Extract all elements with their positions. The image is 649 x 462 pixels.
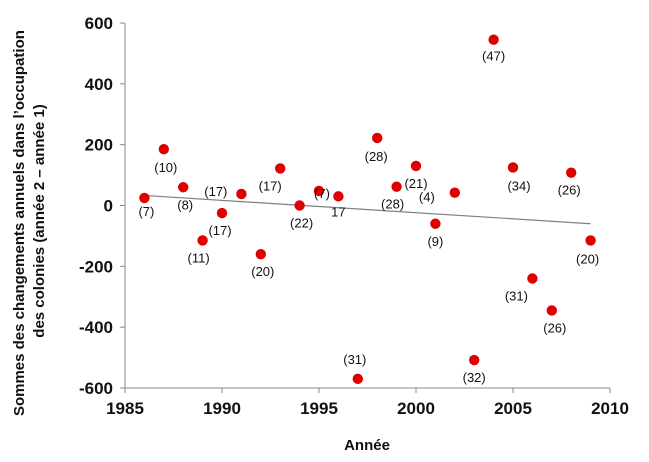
data-label: (8) [177,197,193,212]
data-label: (31) [343,352,366,367]
y-tick-label: 400 [85,75,113,94]
data-point [372,132,383,144]
x-tick-label: 1990 [203,399,241,418]
data-label: (7) [138,204,154,219]
data-label: (9) [427,234,443,249]
x-tick-labels: 1985 1990 1995 2000 2005 2010 [106,388,629,418]
x-axis-title: Année [344,437,390,454]
x-tick-label: 1995 [300,399,338,418]
data-label: (11) [188,250,210,265]
data-point [391,181,402,192]
y-axis-title-line-1: Sommes des changements annuels dans l’oc… [11,30,28,416]
data-label: (26) [543,320,566,335]
data-label: 17 [331,204,345,219]
data-point [294,200,305,211]
y-tick-label: -600 [79,379,113,398]
data-label: (34) [507,178,530,193]
data-label: (17) [259,178,282,193]
trend-line [144,194,591,225]
data-point [469,354,480,366]
data-point [507,162,519,173]
data-points [139,34,596,385]
y-tick-label: 0 [104,197,113,216]
data-label: (17) [208,223,231,238]
y-axis-title: Sommes des changements annuels dans l’oc… [11,26,48,416]
y-tick-labels: 600 400 200 0 -200 -400 -600 [79,14,125,398]
data-point [178,182,189,193]
x-tick-label: 2005 [494,399,532,418]
data-label: (10) [154,160,177,175]
x-tick-label: 2000 [397,399,435,418]
data-label: (21) [404,176,427,191]
data-point [352,373,363,385]
data-labels: (7)(10)(8)(11)(17)(17)(20)(17)(22)(7)17(… [138,49,599,385]
axes [124,23,610,389]
data-label: (7) [314,186,330,201]
data-point [333,191,344,202]
y-tick-label: -200 [79,257,113,276]
data-label: (28) [381,197,404,212]
data-point [216,207,228,219]
data-label: (26) [558,183,581,198]
data-label: (17) [204,184,227,199]
data-label: (31) [505,289,528,304]
data-label: (22) [290,216,313,231]
x-tick-label: 1985 [106,399,144,418]
y-tick-label: -400 [79,318,113,337]
data-label: (20) [576,251,599,266]
x-tick-label: 2010 [591,399,629,418]
data-point [139,192,150,204]
data-label: (4) [419,190,435,205]
y-axis-title-line-2: des colonies (année 2 – année 1) [31,104,48,337]
data-point [488,34,499,45]
data-point [449,187,460,198]
data-point [275,163,286,174]
y-tick-label: 600 [85,14,113,33]
data-point [236,188,247,200]
data-point [313,185,325,197]
data-label: (32) [463,370,486,385]
data-point [158,144,169,155]
data-point [197,235,208,246]
data-point [527,273,538,284]
data-label: (28) [365,149,388,164]
data-label: (20) [251,264,274,279]
data-point [546,305,557,316]
data-point [430,218,441,229]
data-point [585,235,596,246]
data-label: (47) [482,49,505,64]
y-tick-label: 200 [85,136,113,155]
data-point [255,248,266,260]
data-point [410,160,422,172]
data-point [566,167,577,178]
